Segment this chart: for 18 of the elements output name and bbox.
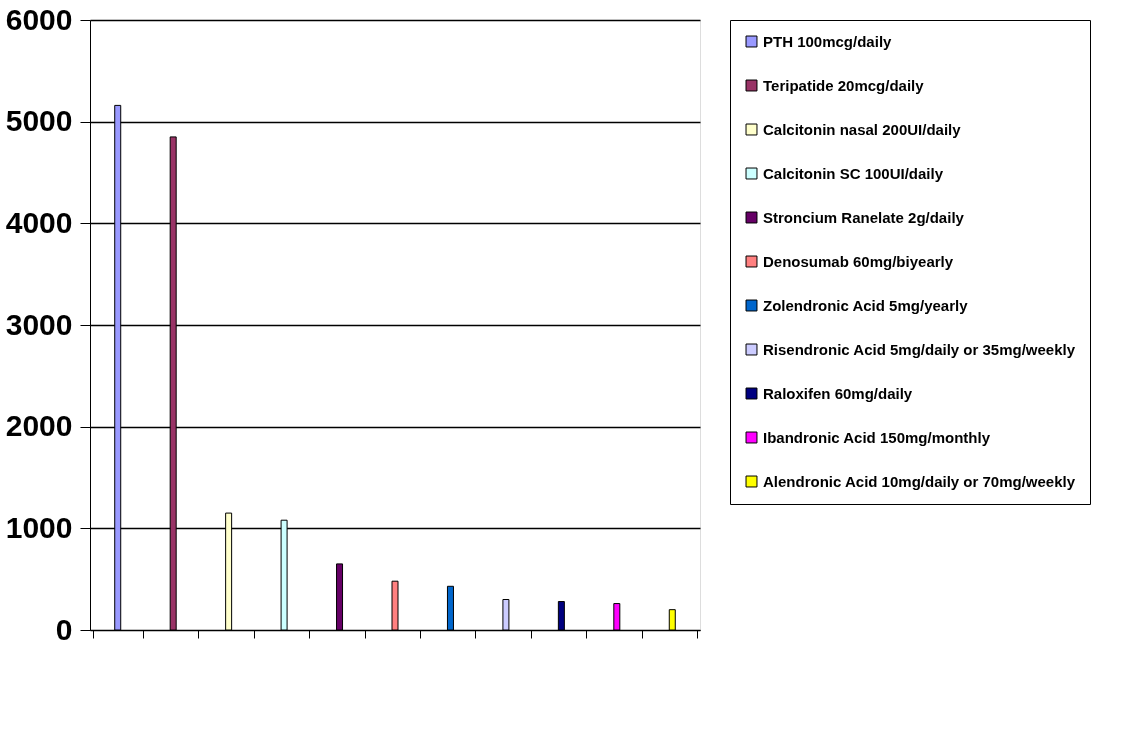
- y-tick-label: 6000: [5, 2, 73, 36]
- legend-label: Calcitonin nasal 200UI/daily: [763, 120, 962, 138]
- y-tick-label: 5000: [5, 104, 73, 138]
- legend-label: Denosumab 60mg/biyearly: [763, 252, 954, 270]
- y-tick-label: 3000: [5, 307, 73, 341]
- y-tick-label: 2000: [5, 409, 73, 443]
- legend-label: Stroncium Ranelate 2g/daily: [763, 208, 965, 226]
- y-tick-label: 1000: [5, 510, 73, 544]
- legend-label: Ibandronic Acid 150mg/monthly: [763, 428, 991, 446]
- legend-label: Alendronic Acid 10mg/daily or 70mg/weekly: [763, 472, 1076, 490]
- legend-label: PTH 100mcg/daily: [763, 32, 893, 50]
- legend-label: Risendronic Acid 5mg/daily or 35mg/weekly: [763, 340, 1076, 358]
- legend-label: Zolendronic Acid 5mg/yearly: [763, 296, 969, 314]
- y-tick-label: 0: [55, 612, 73, 646]
- legend-label: Raloxifen 60mg/daily: [763, 384, 913, 402]
- y-tick-label: 4000: [5, 205, 73, 239]
- legend-label: Calcitonin SC 100UI/daily: [763, 164, 944, 182]
- legend-label: Teripatide 20mcg/daily: [763, 76, 925, 94]
